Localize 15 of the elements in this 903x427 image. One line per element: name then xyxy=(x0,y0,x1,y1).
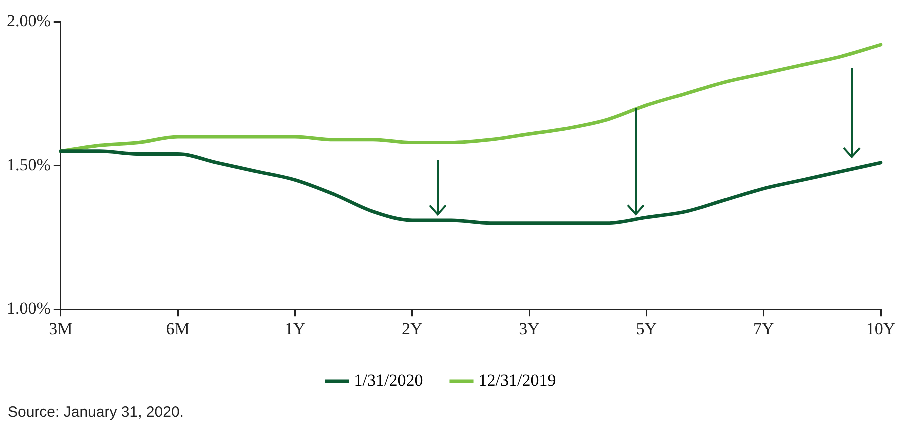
x-tick-label: 3Y xyxy=(519,319,540,338)
y-tick-label: 1.50% xyxy=(6,155,51,174)
legend-label: 12/31/2019 xyxy=(478,370,556,390)
x-tick-label: 10Y xyxy=(866,319,896,338)
x-tick-label: 6M xyxy=(166,319,190,338)
y-tick-label: 2.00% xyxy=(6,11,51,30)
x-tick-label: 2Y xyxy=(402,319,423,338)
line-series xyxy=(59,150,883,226)
legend-label: 1/31/2020 xyxy=(354,370,424,390)
source-note: Source: January 31, 2020. xyxy=(8,404,184,421)
x-tick-label: 5Y xyxy=(636,319,658,338)
y-tick-label: 1.00% xyxy=(6,299,51,318)
x-tick-label: 1Y xyxy=(284,319,306,338)
x-tick-label: 7Y xyxy=(753,319,774,338)
x-tick-label: 3M xyxy=(49,319,73,338)
